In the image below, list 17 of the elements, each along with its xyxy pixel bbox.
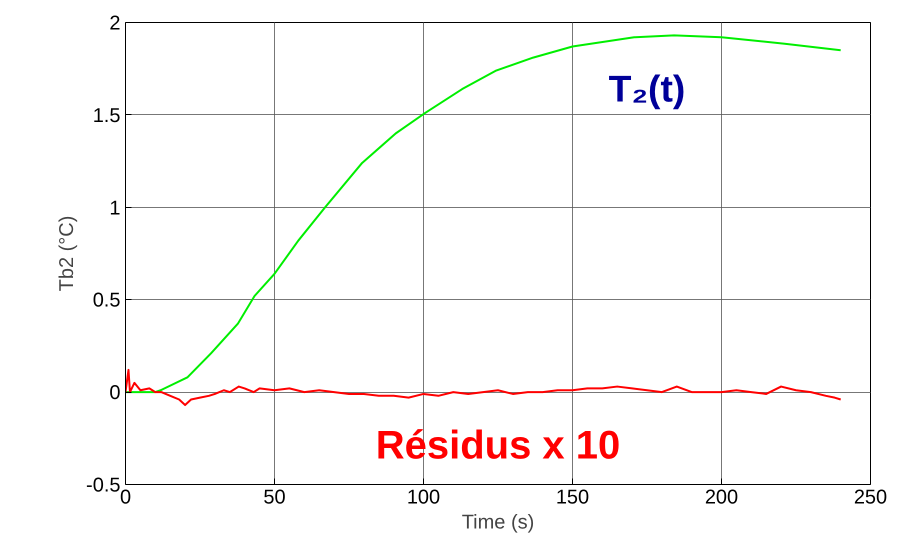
y-tick-label: 1.5	[92, 104, 121, 127]
x-tick-label: 100	[406, 486, 440, 508]
x-tick-label: 50	[263, 486, 286, 508]
y-tick-label: 2	[109, 12, 120, 34]
annotation: Résidus x 10	[376, 424, 620, 468]
y-tick-label: 1	[109, 197, 120, 220]
x-tick-label: 200	[704, 486, 738, 508]
y-tick-label: -0.5	[86, 474, 121, 496]
line-series	[126, 34, 842, 394]
x-axis-title: Time (s)	[462, 512, 534, 534]
y-tick-label: 0.5	[92, 290, 121, 312]
x-tick-label: 150	[556, 486, 590, 508]
annotation: T₂(t)	[608, 68, 686, 110]
line-series	[126, 368, 842, 406]
y-tick-label: 0	[109, 382, 120, 404]
y-axis-title: Tb2 (°C)	[56, 216, 78, 292]
x-tick-label: 250	[854, 486, 888, 508]
